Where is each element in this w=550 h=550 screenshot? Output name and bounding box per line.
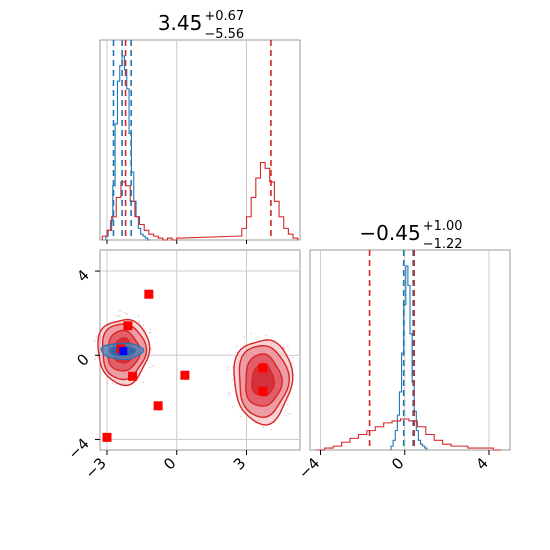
- sample-point: [150, 348, 152, 351]
- histogram-step: [105, 55, 150, 241]
- sample-point: [283, 347, 286, 350]
- sample-point: [240, 415, 242, 418]
- sample-point: [142, 324, 145, 327]
- sample-point: [226, 368, 229, 371]
- sample-point: [93, 358, 96, 361]
- sample-point: [227, 366, 230, 369]
- sample-point: [262, 426, 264, 428]
- sample-point: [149, 331, 152, 334]
- quantile-lines: [112, 40, 272, 240]
- sample-point: [286, 403, 289, 406]
- contour-level: [251, 363, 276, 397]
- histogram-step: [316, 418, 502, 451]
- sample-point: [250, 332, 252, 335]
- title-lower-error: −1.22: [423, 237, 463, 252]
- sample-point: [137, 314, 140, 317]
- title-upper-error: +0.67: [204, 9, 244, 24]
- grid: [320, 250, 490, 450]
- panel-frame: [99, 39, 301, 241]
- title-value: 3.45: [158, 11, 203, 35]
- quantile-lines: [368, 250, 416, 450]
- sample-point: [227, 394, 229, 397]
- sample-point: [243, 336, 246, 339]
- sample-point: [231, 378, 234, 381]
- marker-red: [144, 289, 154, 299]
- title-value: −0.45: [359, 221, 420, 245]
- marker-red: [258, 363, 268, 373]
- sample-point: [106, 382, 109, 385]
- marker-red: [128, 371, 138, 381]
- sample-point: [142, 381, 144, 384]
- title-upper-error: +1.00: [423, 219, 463, 234]
- sample-point: [286, 345, 289, 348]
- marker-red: [180, 370, 190, 380]
- point-markers: [102, 289, 268, 442]
- panel-title: 3.45: [158, 11, 203, 35]
- sample-point: [235, 345, 238, 347]
- marker-red: [123, 321, 133, 331]
- sample-point: [292, 356, 294, 359]
- panel-frame: [309, 249, 511, 451]
- sample-point: [138, 320, 141, 323]
- sample-point: [282, 346, 285, 349]
- sample-point: [231, 406, 234, 409]
- sample-point: [282, 346, 285, 349]
- sample-point: [269, 428, 272, 431]
- sample-point: [228, 392, 231, 394]
- marker-red: [258, 386, 268, 396]
- sample-point: [126, 313, 128, 316]
- marker-blue: [119, 347, 128, 356]
- marker-red: [102, 432, 112, 442]
- marker-red: [153, 401, 163, 411]
- sample-point: [119, 310, 121, 313]
- sample-point: [286, 399, 289, 402]
- sample-point: [124, 311, 127, 314]
- sample-point: [93, 339, 96, 342]
- joint-scatter: −3 0 3 40−4: [64, 249, 301, 482]
- histogram-series: [316, 265, 502, 451]
- sample-point: [95, 336, 98, 338]
- sample-point: [148, 332, 151, 334]
- marginal-histogram-x: 3.45 +0.67 −5.56: [99, 9, 301, 244]
- histogram-step: [390, 265, 428, 450]
- sample-point: [149, 328, 152, 331]
- sample-point: [265, 334, 268, 337]
- sample-point: [151, 365, 154, 367]
- title-lower-error: −5.56: [204, 27, 244, 42]
- sample-point: [111, 382, 114, 385]
- sample-point: [148, 366, 151, 369]
- sample-point: [288, 413, 291, 415]
- sample-point: [118, 314, 121, 317]
- grid: [106, 40, 248, 244]
- sample-point: [116, 314, 119, 317]
- sample-point: [284, 409, 287, 412]
- panel-title: −0.45: [359, 221, 420, 245]
- marginal-histogram-y: −4 0 4 −0.45 +1.00 −1.22: [295, 219, 511, 482]
